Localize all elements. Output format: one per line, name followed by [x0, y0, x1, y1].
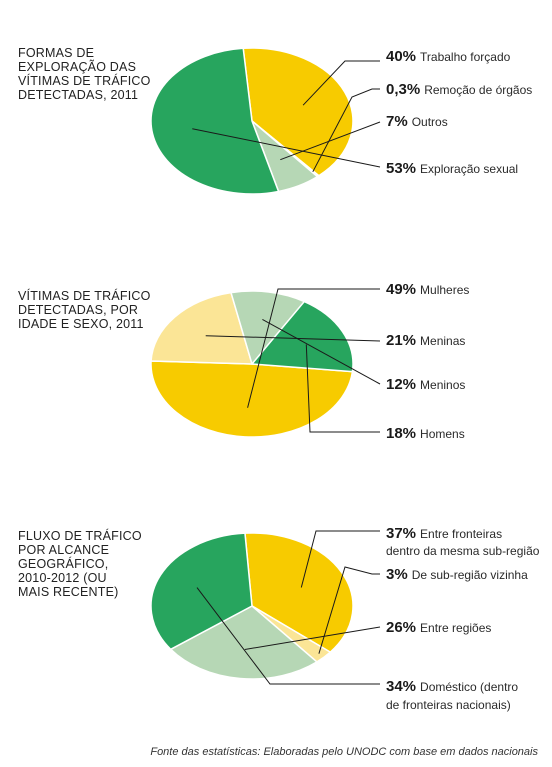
slice-category-label: Outros: [412, 115, 448, 129]
slice-category-label: De sub-região vizinha: [412, 568, 528, 582]
pie-slice: [169, 605, 318, 680]
slice-category-label: Exploração sexual: [420, 162, 518, 176]
slice-category-label: Trabalho forçado: [420, 50, 511, 64]
leader-line: [247, 288, 380, 408]
chart-title-line: VÍTIMAS DE TRÁFICO: [18, 288, 151, 303]
leader-line: [205, 335, 381, 342]
leader-line: [300, 530, 380, 588]
slice-percent-label: 3%: [386, 566, 408, 583]
slice-percent-label: 26%: [386, 619, 416, 636]
pie-slice: [251, 300, 354, 373]
leader-line: [280, 121, 381, 161]
slice-percent-label: 49%: [386, 281, 416, 298]
leader-line: [305, 344, 380, 433]
pie-slice: [244, 532, 354, 653]
slice-percent-label: 18%: [386, 425, 416, 442]
slice-category-label: Homens: [420, 427, 465, 441]
pie-slice: [150, 532, 253, 651]
leader-line: [312, 88, 380, 173]
leader-line: [244, 626, 381, 650]
source-note: Fonte das estatísticas: Elaboradas pelo …: [150, 746, 538, 758]
slice-category-label: Remoção de órgãos: [424, 83, 532, 97]
chart-title-line: VÍTIMAS DE TRÁFICO: [18, 73, 151, 88]
slice-percent-label: 53%: [386, 160, 416, 177]
pie-slice: [150, 360, 354, 438]
leader-line: [262, 318, 381, 385]
chart-title-line: FLUXO DE TRÁFICO: [18, 528, 142, 543]
chart-title-line: GEOGRÁFICO,: [18, 556, 108, 571]
leader-line: [196, 587, 380, 685]
leader-line: [318, 566, 380, 654]
chart-title-line: FORMAS DE: [18, 46, 94, 60]
chart-title-line: EXPLORAÇÃO DAS: [18, 60, 136, 74]
slice-category-label: Entre fronteiras: [420, 527, 502, 541]
chart-title-line: POR ALCANCE: [18, 543, 109, 557]
slice-category-label: Meninas: [420, 334, 465, 348]
chart-title-line: DETECTADAS, 2011: [18, 88, 138, 102]
slice-percent-label: 34%: [386, 678, 416, 695]
slice-category-label: Doméstico (dentro: [420, 680, 518, 694]
slice-percent-label: 40%: [386, 48, 416, 65]
slice-category-label: Meninos: [420, 378, 465, 392]
slice-category-label-line2: dentro da mesma sub-região: [386, 544, 540, 558]
slice-percent-label: 37%: [386, 525, 416, 542]
pie-slice: [150, 291, 253, 365]
slice-percent-label: 7%: [386, 113, 408, 130]
slice-percent-label: 21%: [386, 332, 416, 349]
slice-category-label: Entre regiões: [420, 621, 491, 635]
leader-line: [192, 128, 381, 168]
slice-category-label-line2: de fronteiras nacionais): [386, 698, 511, 712]
chart-title-line: 2010-2012 (OU: [18, 571, 107, 585]
chart-title-line: MAIS RECENTE): [18, 585, 119, 599]
slice-percent-label: 0,3%: [386, 81, 420, 98]
slice-category-label: Mulheres: [420, 283, 469, 297]
slice-percent-label: 12%: [386, 376, 416, 393]
leader-line: [302, 60, 380, 106]
pie-slice: [150, 47, 280, 195]
chart-title-line: DETECTADAS, POR: [18, 303, 138, 317]
chart-title-line: IDADE E SEXO, 2011: [18, 317, 144, 331]
